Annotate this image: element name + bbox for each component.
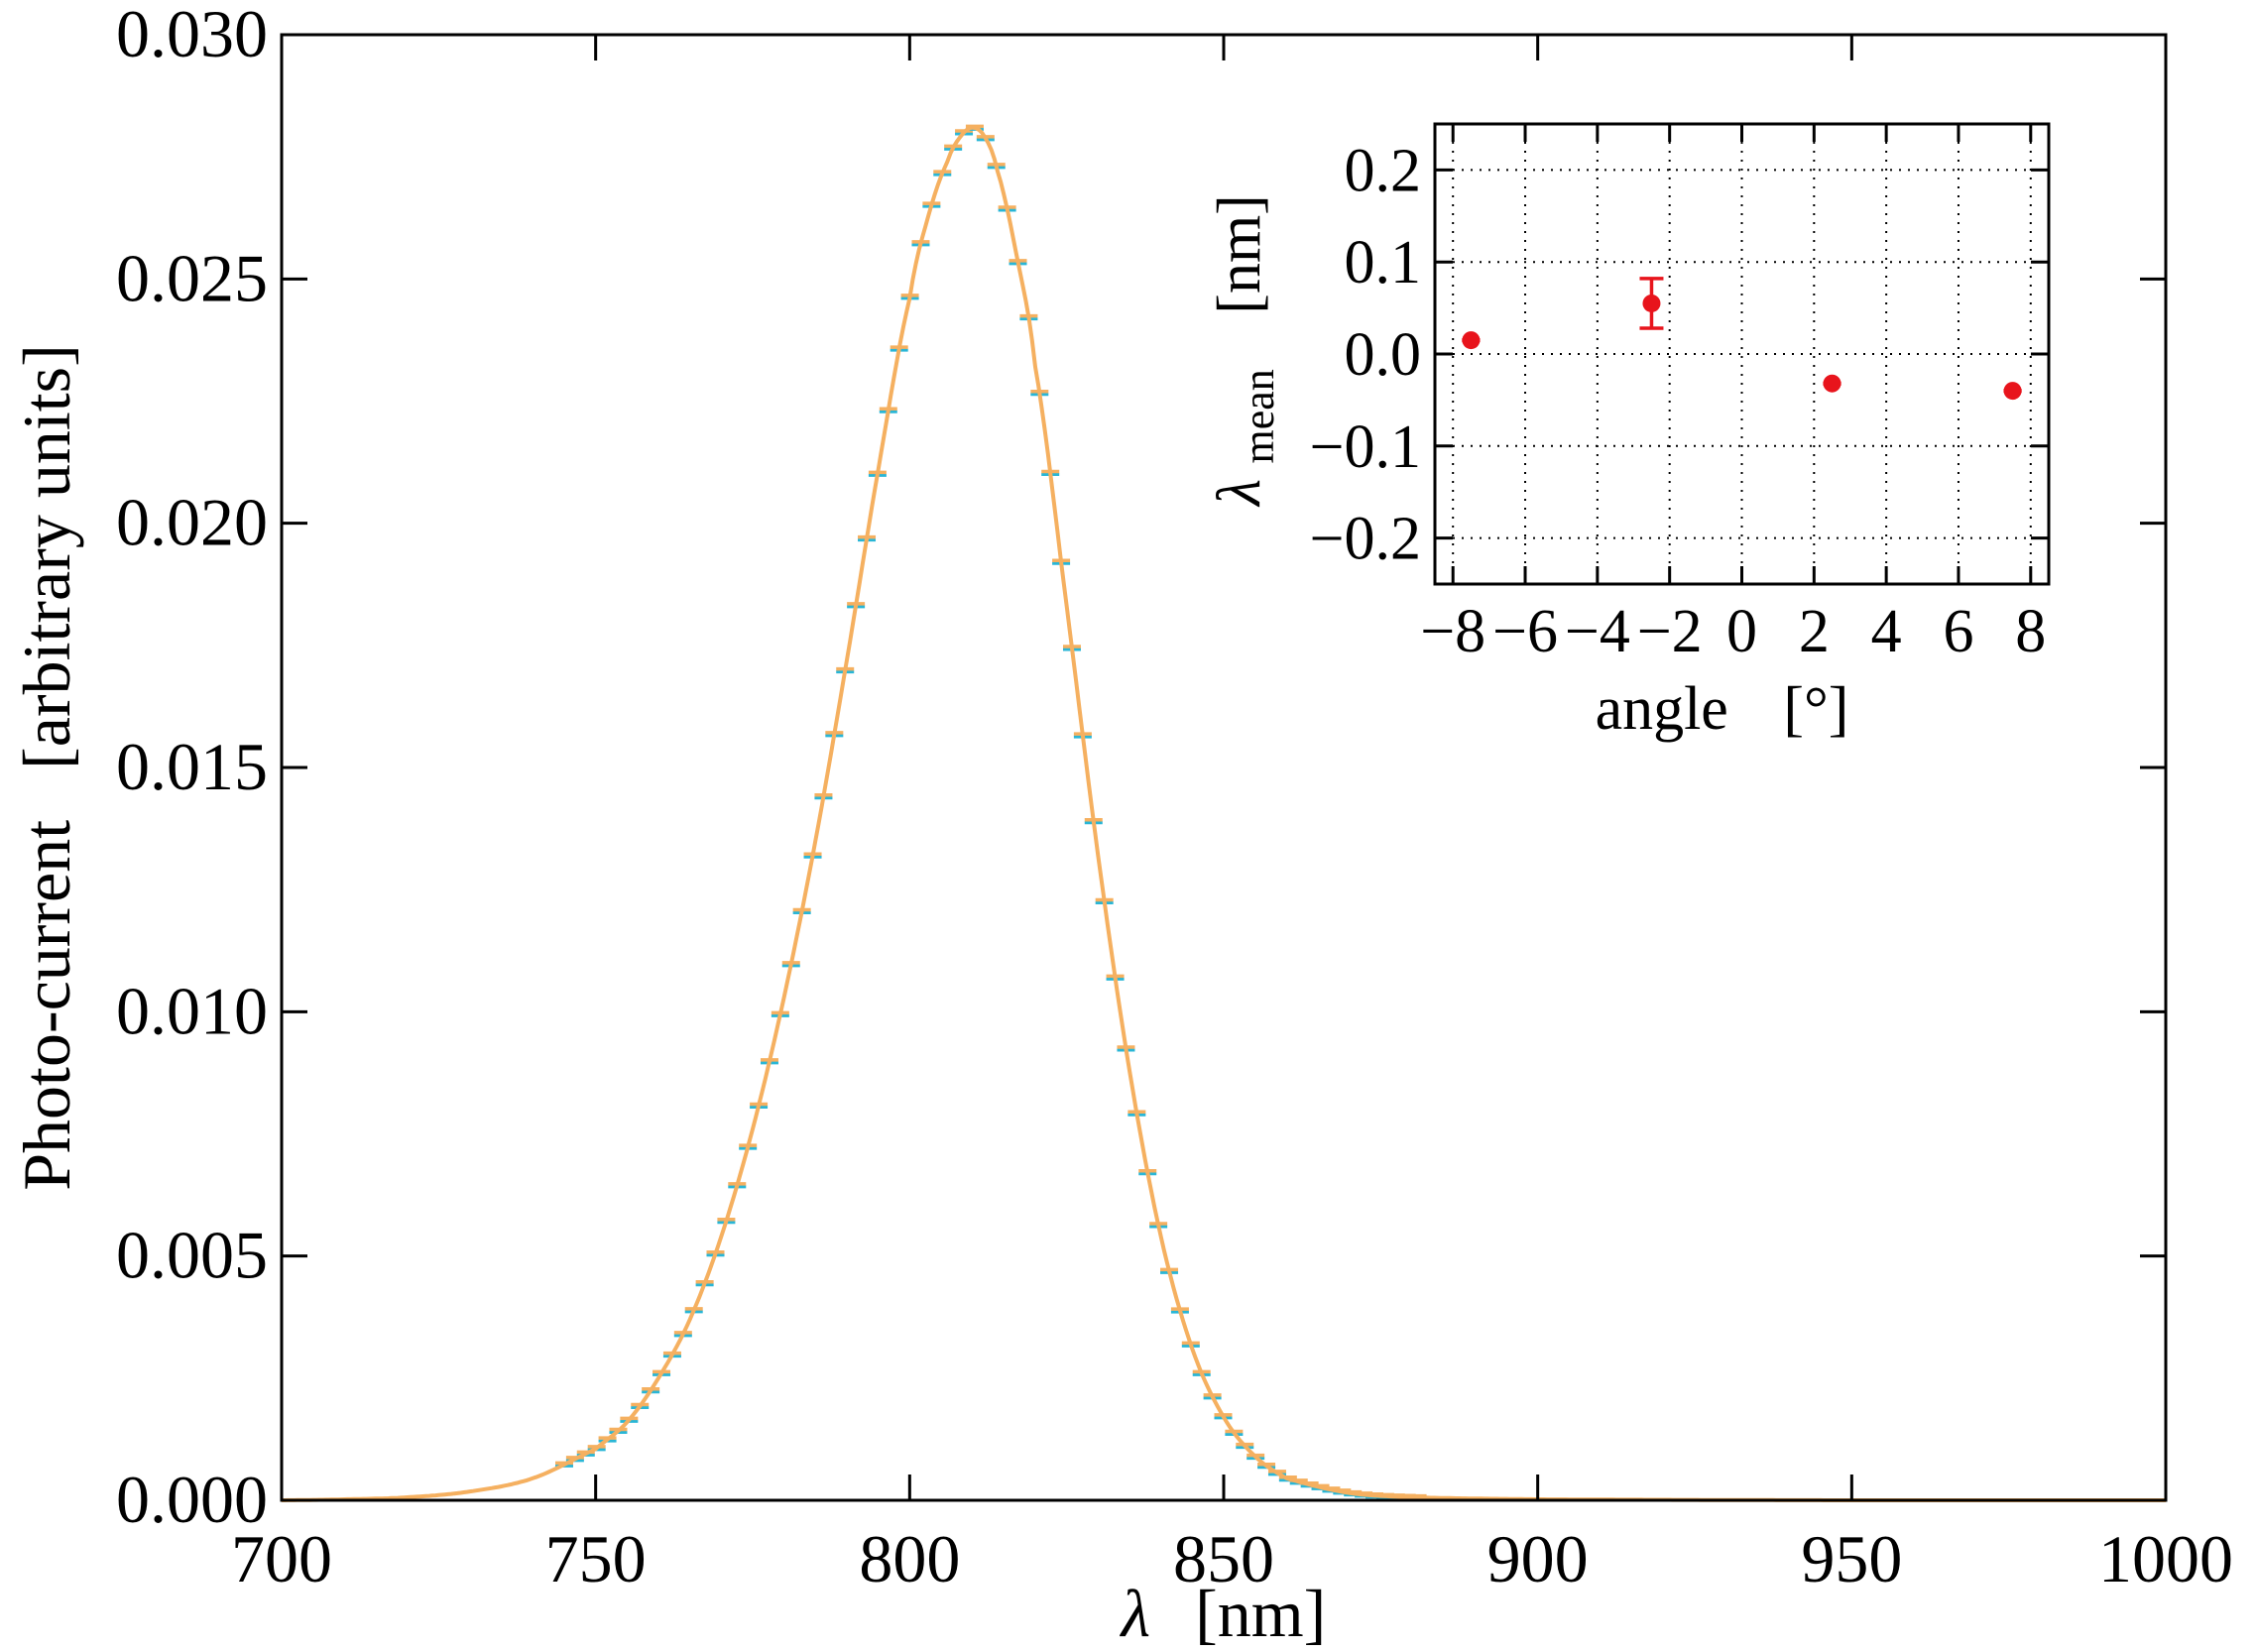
main-y-tick-label: 0.010 bbox=[116, 973, 268, 1048]
main-y-axis-label: Photo-current [arbitrary units] bbox=[9, 344, 84, 1191]
inset-plot-frame bbox=[1433, 122, 2051, 586]
inset-x-tick-label: 2 bbox=[1799, 598, 1830, 665]
inset-points bbox=[1462, 277, 2022, 401]
inset-y-axis-label: λ mean [nm] bbox=[1206, 194, 1287, 508]
inset-y-tick-labels: −0.2 −0.1 0.0 0.1 0.2 bbox=[1310, 137, 1421, 572]
inset-y-axis-subscript: mean bbox=[1235, 369, 1283, 463]
inset-y-axis-symbol: λ bbox=[1206, 479, 1273, 508]
inset-x-tick-label: 6 bbox=[1943, 598, 1973, 665]
inset-x-tick-label: 4 bbox=[1871, 598, 1902, 665]
inset-data-point bbox=[1823, 374, 1841, 393]
inset-x-axis-unit: [°] bbox=[1783, 675, 1848, 743]
main-chart: 700 750 800 850 900 950 1000 0.0000.0050.0100.… bbox=[9, 0, 2233, 1651]
inset-x-tick-label: −2 bbox=[1637, 598, 1703, 665]
inset-data-point bbox=[1642, 294, 1661, 312]
inset-background bbox=[1435, 124, 2049, 584]
main-y-tick-label: 0.025 bbox=[116, 240, 268, 315]
main-x-tick-label: 950 bbox=[1801, 1521, 1902, 1596]
inset-y-tick-label: −0.2 bbox=[1310, 506, 1421, 573]
inset-x-tick-label: −6 bbox=[1492, 598, 1558, 665]
main-x-tick-labels: 700 750 800 850 900 950 1000 bbox=[231, 1521, 2233, 1596]
main-x-axis-symbol: λ bbox=[1120, 1576, 1150, 1651]
main-y-tick-label: 0.015 bbox=[116, 729, 268, 804]
inset-x-tick-label: −8 bbox=[1420, 598, 1485, 665]
inset-y-axis-unit: [nm] bbox=[1206, 194, 1273, 314]
main-x-tick-label: 750 bbox=[545, 1521, 647, 1596]
inset-data-point bbox=[2003, 382, 2022, 401]
inset-ticks bbox=[1435, 124, 2049, 584]
main-plot-frame bbox=[280, 33, 2168, 1502]
main-y-tick-label: 0.000 bbox=[116, 1462, 268, 1537]
main-x-tick-label: 1000 bbox=[2098, 1521, 2233, 1596]
main-y-tick-label: 0.020 bbox=[116, 485, 268, 560]
main-y-tick-label: 0.005 bbox=[116, 1218, 268, 1293]
main-x-tick-label: 800 bbox=[859, 1521, 960, 1596]
inset-x-tick-label: −4 bbox=[1565, 598, 1630, 665]
inset-x-axis-name: angle bbox=[1596, 675, 1728, 743]
main-x-axis-unit: [nm] bbox=[1195, 1576, 1326, 1651]
main-x-axis-label: λ [nm] bbox=[1120, 1576, 1327, 1651]
inset-y-tick-label: 0.2 bbox=[1345, 137, 1422, 204]
inset-x-axis-label: angle [°] bbox=[1596, 675, 1849, 743]
inset-y-tick-label: 0.1 bbox=[1345, 229, 1422, 296]
inset-y-tick-label: −0.1 bbox=[1310, 413, 1421, 481]
inset-x-tick-labels: −8 −6 −4 −2 0 2 4 6 8 bbox=[1420, 598, 2046, 665]
inset-y-tick-label: 0.0 bbox=[1345, 321, 1422, 389]
inset-x-tick-label: 8 bbox=[2015, 598, 2046, 665]
main-x-tick-label: 700 bbox=[231, 1521, 332, 1596]
inset-data-point bbox=[1462, 331, 1481, 350]
main-y-tick-label: 0.030 bbox=[116, 0, 268, 71]
main-x-tick-label: 850 bbox=[1173, 1521, 1274, 1596]
main-x-tick-label: 900 bbox=[1487, 1521, 1589, 1596]
inset-x-tick-label: 0 bbox=[1726, 598, 1757, 665]
main-y-tick-labels: 0.000 0.005 0.010 0.015 0.020 0.025 0.030 bbox=[116, 0, 268, 1537]
inset-chart: −8 −6 −4 −2 0 2 4 6 8 −0.2 −0.1 0.0 0.1 0.2 angle [°… bbox=[1206, 122, 2051, 743]
